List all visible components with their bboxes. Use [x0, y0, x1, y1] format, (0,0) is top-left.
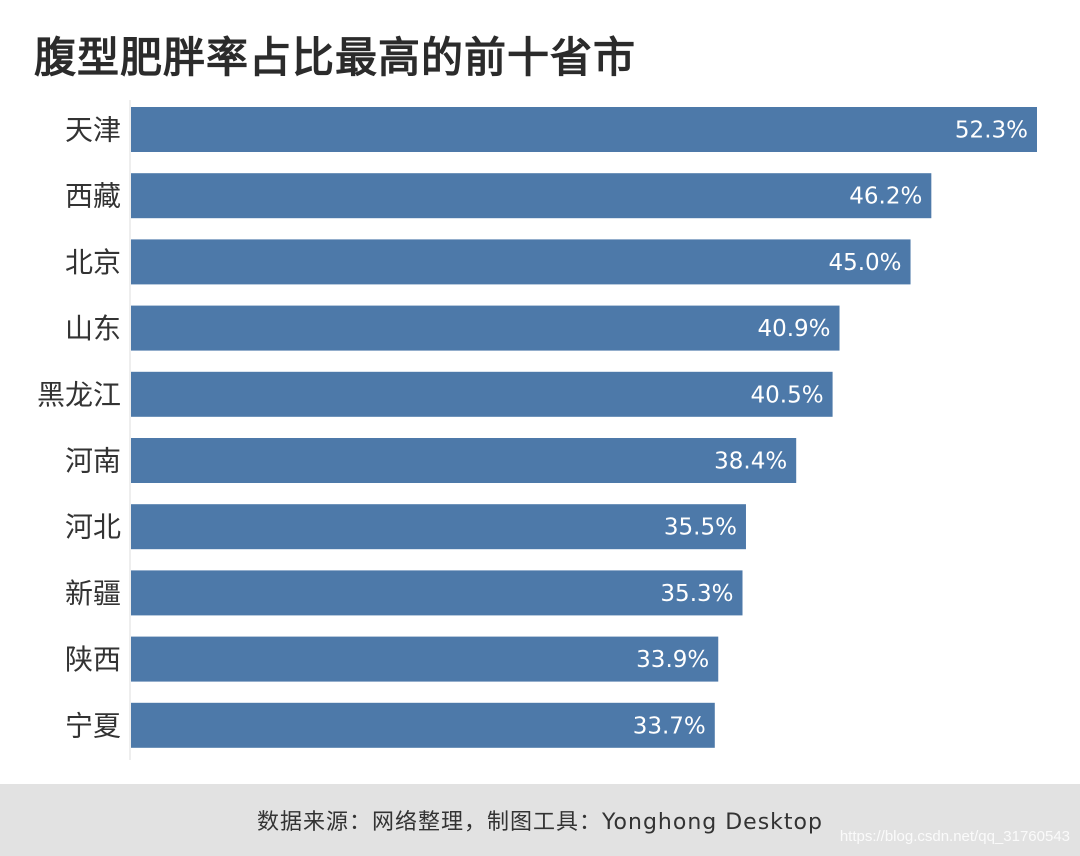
- category-label: 宁夏: [65, 709, 121, 742]
- value-label: 40.5%: [751, 382, 824, 408]
- category-label: 黑龙江: [37, 378, 121, 411]
- bar-7: [131, 504, 746, 550]
- value-label: 35.3%: [660, 581, 733, 607]
- data-source-note: 数据来源：网络整理，制图工具：Yonghong Desktop: [257, 810, 823, 835]
- bar-8: [131, 570, 743, 616]
- value-label: 40.9%: [757, 316, 830, 342]
- category-label: 陕西: [65, 643, 121, 676]
- value-label: 33.9%: [636, 647, 709, 673]
- bar-5: [131, 371, 833, 417]
- footer-bar: 数据来源：网络整理，制图工具：Yonghong Desktop https://…: [0, 784, 1080, 856]
- category-label: 河南: [65, 445, 121, 478]
- category-label: 北京: [65, 246, 121, 279]
- bar-2: [131, 173, 932, 219]
- value-label: 52.3%: [955, 118, 1028, 144]
- bar-6: [131, 438, 797, 483]
- bar-10: [131, 702, 715, 748]
- category-label: 天津: [65, 114, 121, 147]
- bar-chart: 天津 52.3% 西藏 46.2% 北京 45.0% 山东 40.9% 黑龙江 40.5% 河南 38…: [37, 100, 1037, 760]
- chart-title: 腹型肥胖率占比最高的前十省市: [34, 33, 637, 82]
- category-label: 新疆: [65, 577, 121, 610]
- value-label: 45.0%: [828, 250, 901, 276]
- category-label: 山东: [65, 312, 121, 345]
- value-label: 33.7%: [633, 713, 706, 739]
- value-label: 46.2%: [849, 184, 922, 210]
- value-label: 38.4%: [714, 449, 787, 475]
- bar-1: [131, 107, 1037, 152]
- bar-9: [131, 636, 719, 682]
- category-label: 西藏: [65, 180, 121, 213]
- bar-3: [131, 239, 911, 285]
- category-label: 河北: [65, 511, 121, 544]
- watermark-url: https://blog.csdn.net/qq_31760543: [839, 828, 1070, 845]
- bar-4: [131, 305, 840, 351]
- value-label: 35.5%: [664, 515, 737, 541]
- bars-group: 天津 52.3% 西藏 46.2% 北京 45.0% 山东 40.9% 黑龙江 40.5% 河南 38…: [37, 107, 1037, 748]
